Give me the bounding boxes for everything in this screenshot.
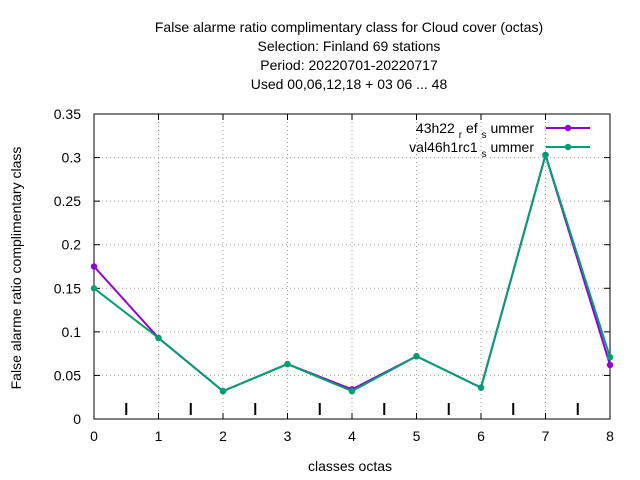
- legend: 43h22 r ef s ummer val46h1rc1 s ummer: [409, 120, 590, 160]
- y-tick-label: 0.1: [62, 324, 82, 340]
- legend-label-2: val46h1rc1 s ummer: [409, 139, 534, 160]
- x-tick-label: 7: [542, 428, 550, 444]
- y-tick-label: 0.05: [54, 367, 81, 383]
- series-2-point: [542, 151, 549, 159]
- series-2-point: [348, 387, 356, 395]
- legend-label-2-part-2: s: [482, 149, 487, 160]
- series-2-point: [219, 387, 227, 395]
- x-tick-label: 8: [606, 428, 614, 444]
- legend-label-1-part-4: s: [482, 130, 487, 141]
- y-tick-label: 0.25: [54, 193, 81, 209]
- title-line-1: False alarme ratio complimentary class f…: [155, 19, 543, 35]
- legend-label-1: 43h22 r ef s ummer: [416, 120, 534, 141]
- title-line-3: Period: 20220701-20220717: [260, 57, 438, 73]
- y-tick-label: 0.35: [54, 106, 81, 122]
- x-tick-label: 2: [219, 428, 227, 444]
- legend-entry-1: 43h22 r ef s ummer: [416, 120, 590, 141]
- x-tick-label: 5: [413, 428, 421, 444]
- x-tick-label: 1: [155, 428, 163, 444]
- legend-label-1-part-2: r: [459, 130, 463, 141]
- series-2-point: [413, 353, 420, 360]
- y-tick-label: 0.3: [62, 150, 82, 166]
- y-tick-label: 0.2: [62, 237, 82, 253]
- grid: [94, 114, 610, 419]
- legend-label-1-part-5: ummer: [490, 120, 534, 136]
- y-tick-label: 0: [73, 411, 81, 427]
- series-1-point: [606, 361, 614, 369]
- series-2-point: [606, 353, 614, 361]
- x-tick-label: 4: [348, 428, 356, 444]
- x-tick-label: 6: [477, 428, 485, 444]
- y-axis-label: False alarme ratio complimentary class: [8, 147, 24, 390]
- series-2-point: [155, 334, 162, 342]
- legend-label-2-part-1: val46h1rc1: [409, 139, 478, 155]
- series-2: [90, 151, 614, 395]
- legend-marker-2: [564, 143, 572, 151]
- class-boundary-marks: [125, 403, 579, 415]
- series-layer: [90, 151, 614, 395]
- title-line-4: Used 00,06,12,18 + 03 06 ... 48: [251, 76, 448, 92]
- x-axis-label: classes octas: [308, 458, 392, 474]
- chart-title: False alarme ratio complimentary class f…: [155, 19, 543, 92]
- legend-label-1-part-3: ef: [466, 120, 478, 136]
- series-1-point: [90, 263, 98, 270]
- x-axis-ticks: 0 1 2 3 4 5 6 7 8: [90, 114, 614, 444]
- title-line-2: Selection: Finland 69 stations: [258, 38, 441, 54]
- x-tick-label: 0: [90, 428, 98, 444]
- series-2-point: [284, 360, 291, 368]
- series-1: [90, 151, 614, 395]
- series-2-point: [90, 285, 98, 292]
- legend-entry-2: val46h1rc1 s ummer: [409, 139, 590, 160]
- legend-label-2-part-3: ummer: [490, 139, 534, 155]
- y-tick-label: 0.15: [54, 280, 81, 296]
- x-tick-label: 3: [284, 428, 292, 444]
- legend-label-1-part-1: 43h22: [416, 120, 455, 136]
- legend-marker-1: [564, 124, 572, 132]
- series-2-point: [477, 384, 485, 391]
- y-axis-ticks: 0 0.05 0.1 0.15 0.2 0.25 0.3 0.35: [54, 106, 610, 427]
